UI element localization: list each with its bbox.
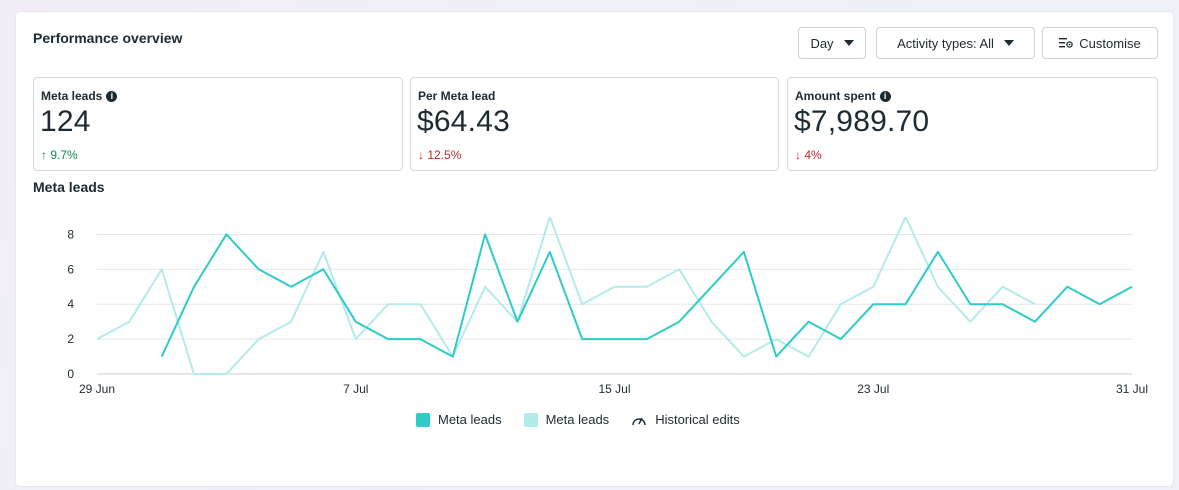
legend-swatch: [523, 412, 538, 427]
legend-item-historical-edits[interactable]: Historical edits: [631, 412, 740, 427]
info-icon[interactable]: i: [106, 90, 118, 102]
x-tick-label: 7 Jul: [343, 382, 368, 396]
kpi-label-text: Meta leads: [41, 89, 103, 103]
series-line-meta-leads-current[interactable]: [160, 233, 1133, 358]
day-dropdown-label: Day: [810, 35, 834, 51]
y-tick-label: 0: [67, 367, 74, 381]
page-title: Performance overview: [33, 30, 183, 46]
historical-edits-icon: [632, 417, 646, 425]
legend-item-meta-leads-previous[interactable]: Meta leads: [523, 412, 610, 427]
x-tick-label: 23 Jul: [857, 382, 889, 396]
activity-types-dropdown[interactable]: Activity types: All: [876, 27, 1035, 59]
x-tick-label: 31 Jul: [1116, 382, 1148, 396]
kpi-value: 124: [40, 105, 91, 138]
legend-label: Meta leads: [438, 412, 502, 427]
x-tick-label: 15 Jul: [598, 382, 630, 396]
kpi-delta: ↓ 12.5%: [418, 148, 462, 162]
y-tick-label: 4: [67, 297, 74, 311]
chart-legend: Meta leads Meta leads Historical edits: [416, 412, 740, 427]
activity-types-label: Activity types: All: [897, 35, 994, 51]
caret-down-icon: [843, 40, 854, 46]
customise-button[interactable]: Customise: [1042, 27, 1158, 59]
kpi-card-per-meta-lead[interactable]: Per Meta lead $64.43 ↓ 12.5%: [410, 77, 779, 171]
kpi-label: Amount spent i: [795, 89, 891, 103]
kpi-label: Per Meta lead: [418, 89, 495, 103]
customise-icon: [1059, 38, 1074, 48]
kpi-value: $64.43: [417, 105, 510, 138]
series-line-meta-leads-previous[interactable]: [96, 217, 1036, 375]
y-tick-label: 2: [67, 332, 74, 346]
kpi-label-text: Per Meta lead: [418, 89, 496, 103]
kpi-value: $7,989.70: [794, 105, 930, 138]
kpi-label-text: Amount spent: [795, 89, 876, 103]
legend-item-meta-leads-current[interactable]: Meta leads: [416, 412, 502, 427]
x-tick-label: 29 Jun: [79, 382, 115, 396]
performance-overview-card: Performance overview Day Activity types:…: [16, 12, 1173, 486]
legend-label: Historical edits: [655, 412, 740, 427]
meta-leads-line-chart: 0 2 4 6 8 29 Jun 7 Jul 15 Jul 23 Jul 31 Jul: [67, 217, 1148, 396]
kpi-delta: ↓ 4%: [795, 148, 822, 162]
caret-down-icon: [1003, 40, 1014, 46]
chart-title: Meta leads: [33, 179, 105, 195]
customise-label: Customise: [1079, 35, 1141, 51]
y-tick-label: 8: [67, 227, 74, 241]
kpi-label: Meta leads i: [41, 89, 118, 103]
y-tick-label: 6: [67, 262, 74, 276]
kpi-card-amount-spent[interactable]: Amount spent i $7,989.70 ↓ 4%: [787, 77, 1158, 171]
legend-swatch: [416, 412, 430, 427]
legend-label: Meta leads: [545, 412, 610, 427]
kpi-delta: ↑ 9.7%: [41, 148, 78, 162]
info-icon[interactable]: i: [879, 90, 891, 102]
day-dropdown[interactable]: Day: [798, 27, 866, 59]
kpi-card-meta-leads[interactable]: Meta leads i 124 ↑ 9.7%: [33, 77, 403, 171]
